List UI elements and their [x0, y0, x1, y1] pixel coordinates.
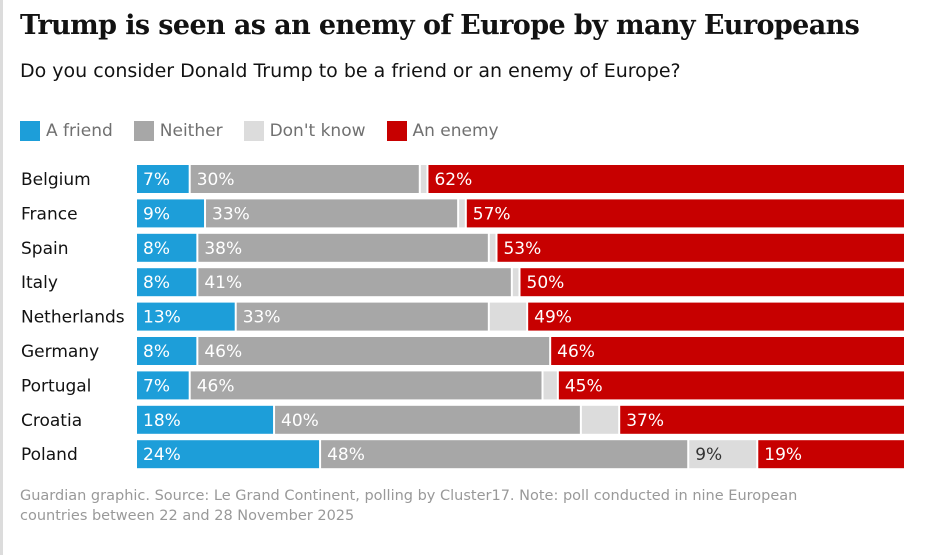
bar-segment-italy-friend [137, 268, 197, 297]
data-label-netherlands-friend: 13% [143, 308, 181, 328]
bar-segment-portugal-neither [190, 371, 542, 400]
data-label-belgium-friend: 7% [143, 170, 170, 190]
data-label-belgium-enemy: 62% [434, 170, 472, 190]
legend-swatch-friend [20, 121, 40, 141]
legend-item-friend: A friend [20, 121, 113, 141]
data-label-spain-enemy: 53% [503, 239, 541, 259]
bar-segment-italy-dont_know [512, 268, 519, 297]
data-label-germany-enemy: 46% [557, 342, 595, 362]
data-label-italy-friend: 8% [143, 273, 170, 293]
bar-segment-belgium-neither [190, 165, 419, 193]
bar-segment-italy-neither [198, 268, 511, 297]
bar-segment-poland-dont_know [689, 440, 757, 469]
bar-segment-croatia-friend [137, 405, 274, 434]
bar-segment-poland-enemy [758, 440, 904, 469]
country-label-italy: Italy [21, 273, 58, 293]
country-label-poland: Poland [21, 445, 78, 465]
bar-segment-france-friend [137, 199, 205, 228]
bar-segment-portugal-friend [137, 371, 189, 400]
data-label-belgium-neither: 30% [197, 170, 235, 190]
data-label-portugal-friend: 7% [143, 376, 170, 396]
country-label-france: France [21, 204, 78, 224]
legend-swatch-dont-know [243, 121, 264, 141]
bar-segment-croatia-neither [275, 405, 580, 434]
data-label-germany-friend: 8% [143, 342, 170, 362]
bar-segment-netherlands-neither [236, 302, 488, 331]
chart-subtitle: Do you consider Donald Trump to be a fri… [20, 60, 681, 82]
data-label-france-friend: 9% [143, 204, 170, 224]
country-label-netherlands: Netherlands [21, 308, 125, 328]
bar-segment-netherlands-dont_know [489, 302, 527, 331]
bar-segment-croatia-enemy [620, 405, 904, 434]
legend-label-dont-know: Don't know [269, 121, 366, 141]
bar-segment-belgium-friend [137, 165, 189, 193]
chart-title: Trump is seen as an enemy of Europe by m… [20, 10, 860, 41]
bar-segment-france-enemy [466, 199, 904, 228]
bar-segment-germany-enemy [551, 337, 904, 365]
legend-swatch-enemy [386, 121, 407, 141]
data-label-poland-neither: 48% [327, 445, 365, 465]
country-label-germany: Germany [21, 342, 99, 362]
bar-segment-germany-neither [198, 337, 550, 365]
bar-segment-france-dont_know [459, 199, 465, 228]
country-label-croatia: Croatia [21, 411, 82, 431]
bar-segment-croatia-dont_know [581, 405, 619, 434]
bar-segment-portugal-dont_know [543, 371, 557, 400]
data-label-portugal-neither: 46% [197, 376, 235, 396]
legend-item-neither: Neither [133, 121, 223, 141]
data-label-croatia-friend: 18% [143, 411, 181, 431]
country-label-belgium: Belgium [21, 170, 91, 190]
data-label-france-enemy: 57% [473, 204, 511, 224]
legend-swatch-neither [133, 121, 154, 141]
data-label-netherlands-neither: 33% [243, 308, 281, 328]
bar-segment-spain-enemy [497, 233, 904, 262]
legend-item-dont-know: Don't know [243, 121, 366, 141]
data-label-germany-neither: 46% [204, 342, 242, 362]
bar-segment-germany-friend [137, 337, 197, 365]
data-label-spain-neither: 38% [204, 239, 242, 259]
data-label-poland-enemy: 19% [764, 445, 802, 465]
legend: A friend Neither Don't know An enemy [20, 120, 520, 142]
bar-segment-netherlands-friend [137, 302, 235, 331]
bar-segment-portugal-enemy [558, 371, 904, 400]
bar-segment-belgium-dont_know [420, 165, 427, 193]
data-label-spain-friend: 8% [143, 239, 170, 259]
legend-item-enemy: An enemy [386, 121, 499, 141]
country-label-spain: Spain [21, 239, 69, 259]
bar-segment-italy-enemy [520, 268, 904, 297]
legend-label-friend: A friend [46, 121, 113, 141]
bar-segment-spain-neither [198, 233, 488, 262]
left-rule [0, 0, 3, 555]
bar-segment-netherlands-enemy [528, 302, 904, 331]
bar-segment-spain-dont_know [489, 233, 496, 262]
bar-segment-poland-friend [137, 440, 320, 469]
data-label-croatia-enemy: 37% [626, 411, 664, 431]
bar-segment-belgium-enemy [428, 165, 904, 193]
data-label-italy-enemy: 50% [527, 273, 565, 293]
data-label-france-neither: 33% [212, 204, 250, 224]
data-label-portugal-enemy: 45% [565, 376, 603, 396]
country-label-portugal: Portugal [21, 376, 91, 396]
data-label-croatia-neither: 40% [281, 411, 319, 431]
bar-segment-poland-neither [321, 440, 688, 469]
bar-segment-spain-friend [137, 233, 197, 262]
bar-segment-france-neither [206, 199, 458, 228]
data-label-italy-neither: 41% [204, 273, 242, 293]
legend-label-enemy: An enemy [412, 121, 499, 141]
data-label-poland-friend: 24% [143, 445, 181, 465]
data-label-poland-dont_know: 9% [695, 445, 722, 465]
source-note: Guardian graphic. Source: Le Grand Conti… [20, 488, 798, 524]
legend-label-neither: Neither [159, 121, 223, 141]
data-label-netherlands-enemy: 49% [534, 308, 572, 328]
